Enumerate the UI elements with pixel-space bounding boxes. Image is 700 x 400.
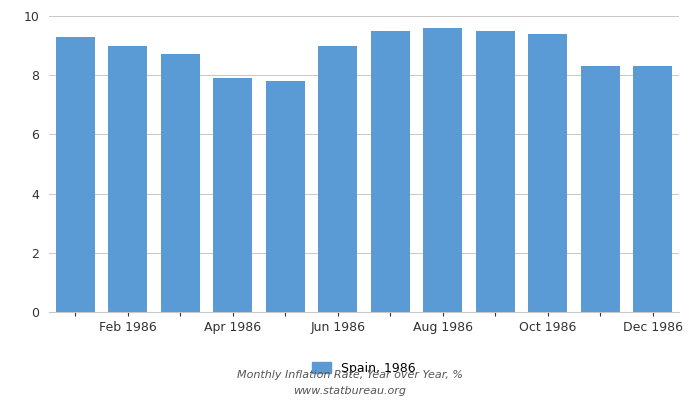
Bar	[318, 46, 358, 312]
Bar	[213, 78, 253, 312]
Bar	[55, 37, 95, 312]
Bar	[528, 34, 568, 312]
Bar	[370, 31, 410, 312]
Bar	[580, 66, 620, 312]
Bar	[475, 31, 515, 312]
Bar	[423, 28, 463, 312]
Bar	[265, 81, 305, 312]
Bar	[108, 46, 148, 312]
Text: Monthly Inflation Rate, Year over Year, %: Monthly Inflation Rate, Year over Year, …	[237, 370, 463, 380]
Bar	[160, 54, 200, 312]
Text: www.statbureau.org: www.statbureau.org	[293, 386, 407, 396]
Bar	[633, 66, 673, 312]
Legend: Spain, 1986: Spain, 1986	[307, 357, 421, 380]
